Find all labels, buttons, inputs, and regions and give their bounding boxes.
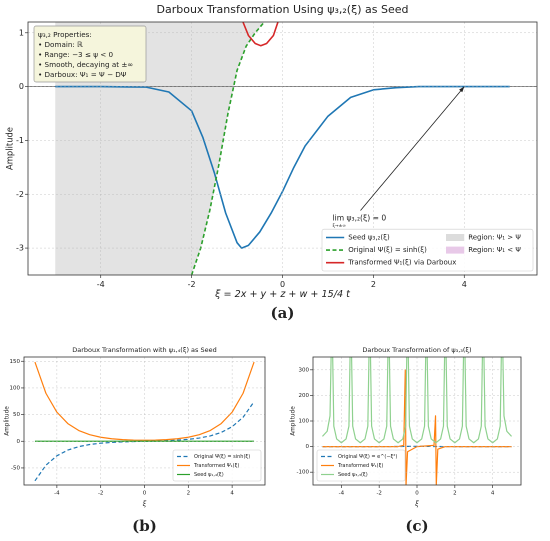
x-tick-label: 2 — [187, 490, 191, 496]
x-tick-label: 4 — [491, 490, 495, 496]
x-tick-label: -2 — [188, 280, 196, 289]
x-tick-label: 4 — [230, 490, 234, 496]
legend-swatch — [446, 234, 465, 241]
legend-box — [316, 449, 406, 482]
x-tick-label: 0 — [143, 490, 147, 496]
legend-label: Transformed Ψ₁(ξ) — [337, 463, 383, 469]
info-text: • Range: −3 ≤ ψ < 0 — [38, 50, 114, 59]
x-tick-label: 2 — [371, 280, 376, 289]
y-axis-label: Amplitude — [5, 127, 15, 170]
y-tick-label: 150 — [10, 359, 21, 365]
annotation-text: lim ψ₃,₂(ξ) = 0 — [332, 213, 386, 222]
chart-title: Darboux Transformation Using ψ₃,₂(ξ) as … — [157, 3, 409, 16]
x-axis-label: ξ — [142, 500, 147, 508]
y-tick-label: 0 — [306, 444, 310, 450]
x-tick-label: -4 — [339, 490, 345, 496]
region-fill — [55, 22, 265, 275]
info-box — [33, 25, 147, 83]
legend-label: Original Ψ(ξ) = sinh(ξ) — [348, 246, 427, 254]
y-tick-label: 200 — [299, 393, 310, 399]
series-line — [242, 22, 279, 47]
legend-box — [321, 228, 534, 272]
caption: (a) — [271, 304, 295, 322]
annotation-subscript: ξ→±∞ — [332, 223, 346, 229]
y-axis-label: Amplitude — [5, 406, 11, 436]
arrow-head — [459, 86, 465, 93]
plot-frame — [312, 356, 522, 486]
chart: -4 -2 0 2 4 -50 0 50 100 150 Darboux Transformatio… — [5, 346, 266, 535]
plot-frame — [23, 356, 266, 486]
legend-label: Original Ψ(ξ) = e^(−ξ²) — [338, 454, 397, 460]
x-axis-label: ξ — [414, 500, 419, 508]
legend-label: Transformed Ψ₁(ξ) — [193, 463, 239, 469]
annotation-arrow — [360, 86, 465, 211]
x-axis-label: ξ = 2x + y + z + w + 15/4 t — [214, 289, 351, 300]
legend-label: Transformed Ψ₁(ξ) via Darboux — [347, 259, 456, 267]
legend-label: Region: Ψ₁ > Ψ — [468, 234, 521, 242]
caption: (c) — [405, 517, 428, 535]
chart: -4 -2 0 2 4 -100 0 100 200 300 Darboux Transformat… — [291, 346, 522, 535]
series-line — [34, 361, 255, 441]
chart-title: Darboux Transformation of ψ₃,₃(ξ) — [362, 346, 471, 354]
chart: -4 -2 0 2 4 -3 -2 -1 0 1 Darboux Transformation Us… — [5, 3, 538, 322]
legend-label: Seed ψ₁,₄(ξ) — [194, 472, 224, 478]
caption: (b) — [132, 517, 157, 535]
x-tick-label: 0 — [280, 280, 285, 289]
legend-label: Original Ψ(ξ) = sinh(ξ) — [194, 454, 250, 460]
plot-frame — [27, 21, 538, 276]
y-tick-label: 0 — [19, 82, 24, 91]
x-tick-label: -2 — [98, 490, 103, 496]
y-tick-label: 50 — [13, 412, 20, 418]
y-tick-label: 300 — [299, 367, 310, 373]
x-tick-label: 0 — [415, 490, 419, 496]
legend-label: Region: Ψ₁ < Ψ — [468, 246, 521, 254]
legend-label: Seed ψ₃,₂(ξ) — [348, 234, 390, 242]
y-tick-label: -2 — [16, 190, 24, 199]
y-tick-label: 100 — [299, 419, 310, 425]
y-tick-label: -3 — [16, 244, 24, 253]
legend-box — [172, 449, 262, 482]
y-tick-label: -1 — [16, 136, 24, 145]
info-text: • Darboux: Ψ₁ = Ψ − DΨ — [38, 70, 127, 79]
chart-title: Darboux Transformation with ψ₁,₄(ξ) as S… — [72, 346, 217, 354]
x-tick-label: -4 — [97, 280, 105, 289]
y-axis-label: Amplitude — [291, 406, 297, 436]
legend-swatch — [446, 246, 465, 254]
series-line — [55, 85, 510, 249]
info-text: • Domain: ℝ — [38, 40, 83, 49]
y-tick-label: -100 — [297, 470, 310, 476]
x-tick-label: 4 — [462, 280, 467, 289]
x-tick-label: 2 — [453, 490, 457, 496]
y-tick-label: 100 — [10, 385, 21, 391]
y-tick-label: 0 — [17, 439, 21, 445]
y-tick-label: -50 — [11, 465, 20, 471]
series-line — [34, 401, 255, 482]
y-tick-label: 1 — [19, 28, 24, 37]
x-tick-label: -2 — [376, 490, 381, 496]
info-text: • Smooth, decaying at ±∞ — [38, 60, 133, 69]
series-line — [190, 22, 265, 275]
info-text: ψ₃,₂ Properties: — [38, 30, 92, 39]
x-tick-label: -4 — [54, 490, 60, 496]
legend-label: Seed ψ₃,₃(ξ) — [338, 472, 368, 478]
